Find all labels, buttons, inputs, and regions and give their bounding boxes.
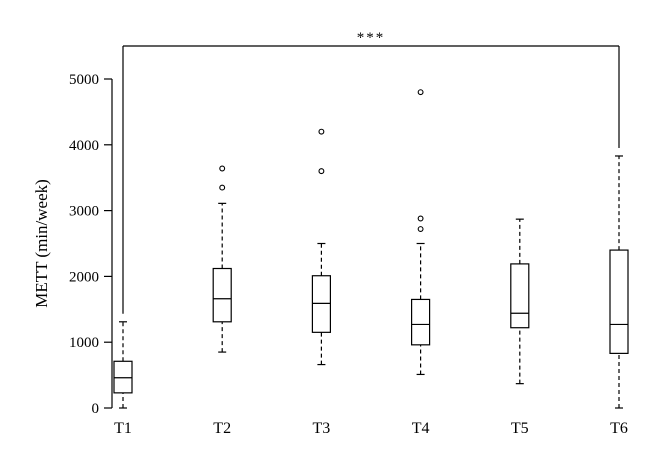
- box-t3: [311, 128, 331, 366]
- y-axis: 0 1000 2000 3000 4000 5000: [69, 72, 113, 417]
- x-tick-label-t1: T1: [114, 420, 132, 437]
- outlier-point: [417, 215, 424, 222]
- iqr-box: [212, 267, 232, 323]
- box-series: [113, 89, 629, 409]
- x-tick-label-t6: T6: [610, 420, 628, 437]
- iqr-box: [311, 275, 331, 333]
- outlier-point: [318, 168, 325, 175]
- y-tick-label: 2000: [69, 269, 99, 285]
- outlier-point: [318, 128, 325, 135]
- y-tick-label: 0: [92, 401, 100, 417]
- box-t4: [411, 89, 431, 376]
- box-t5: [510, 218, 530, 385]
- box-t2: [212, 165, 232, 353]
- outlier-point: [417, 226, 424, 232]
- x-tick-label-t4: T4: [412, 420, 430, 437]
- iqr-box: [510, 263, 530, 329]
- iqr-box: [411, 298, 431, 346]
- x-axis-labels: T1 T2 T3 T4 T5 T6: [114, 420, 628, 437]
- outlier-point: [219, 165, 226, 172]
- x-tick-label-t5: T5: [511, 420, 529, 437]
- iqr-box: [113, 360, 133, 394]
- box-t1: [113, 321, 133, 409]
- y-tick-label: 3000: [69, 204, 99, 220]
- significance-label: ***: [357, 30, 386, 46]
- y-axis-title: METT (min/week): [32, 179, 51, 308]
- significance-bracket: [122, 45, 620, 314]
- y-tick-label: 1000: [69, 335, 99, 351]
- x-tick-label-t2: T2: [213, 420, 231, 437]
- y-tick-label: 5000: [69, 72, 99, 88]
- y-tick-label: 4000: [69, 138, 99, 154]
- x-tick-label-t3: T3: [313, 420, 331, 437]
- box-t6: [609, 155, 629, 409]
- iqr-box: [609, 249, 629, 354]
- outlier-point: [417, 89, 424, 96]
- outlier-point: [219, 184, 226, 191]
